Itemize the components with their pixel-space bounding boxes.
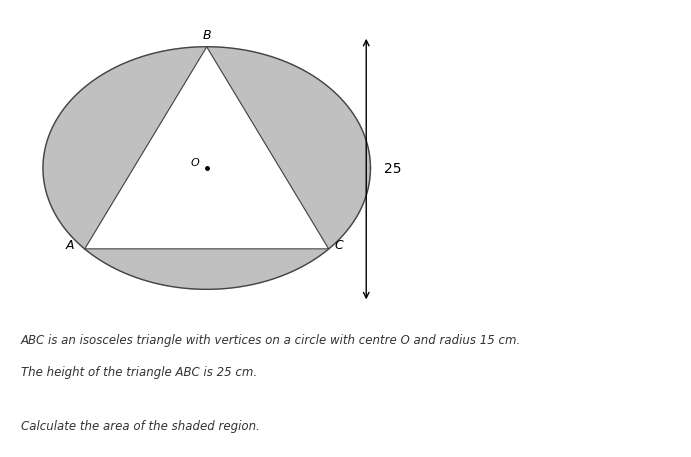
Text: O: O [190,158,199,168]
Text: Calculate the area of the shaded region.: Calculate the area of the shaded region. [21,420,260,433]
Polygon shape [85,47,329,249]
Text: B: B [202,29,211,43]
Polygon shape [43,47,370,289]
Text: C: C [334,239,343,252]
Text: 25: 25 [384,162,401,176]
Text: A: A [66,239,75,252]
Text: ABC is an isosceles triangle with vertices on a circle with centre O and radius : ABC is an isosceles triangle with vertic… [21,334,521,346]
Text: The height of the triangle ABC is 25 cm.: The height of the triangle ABC is 25 cm. [21,366,257,378]
